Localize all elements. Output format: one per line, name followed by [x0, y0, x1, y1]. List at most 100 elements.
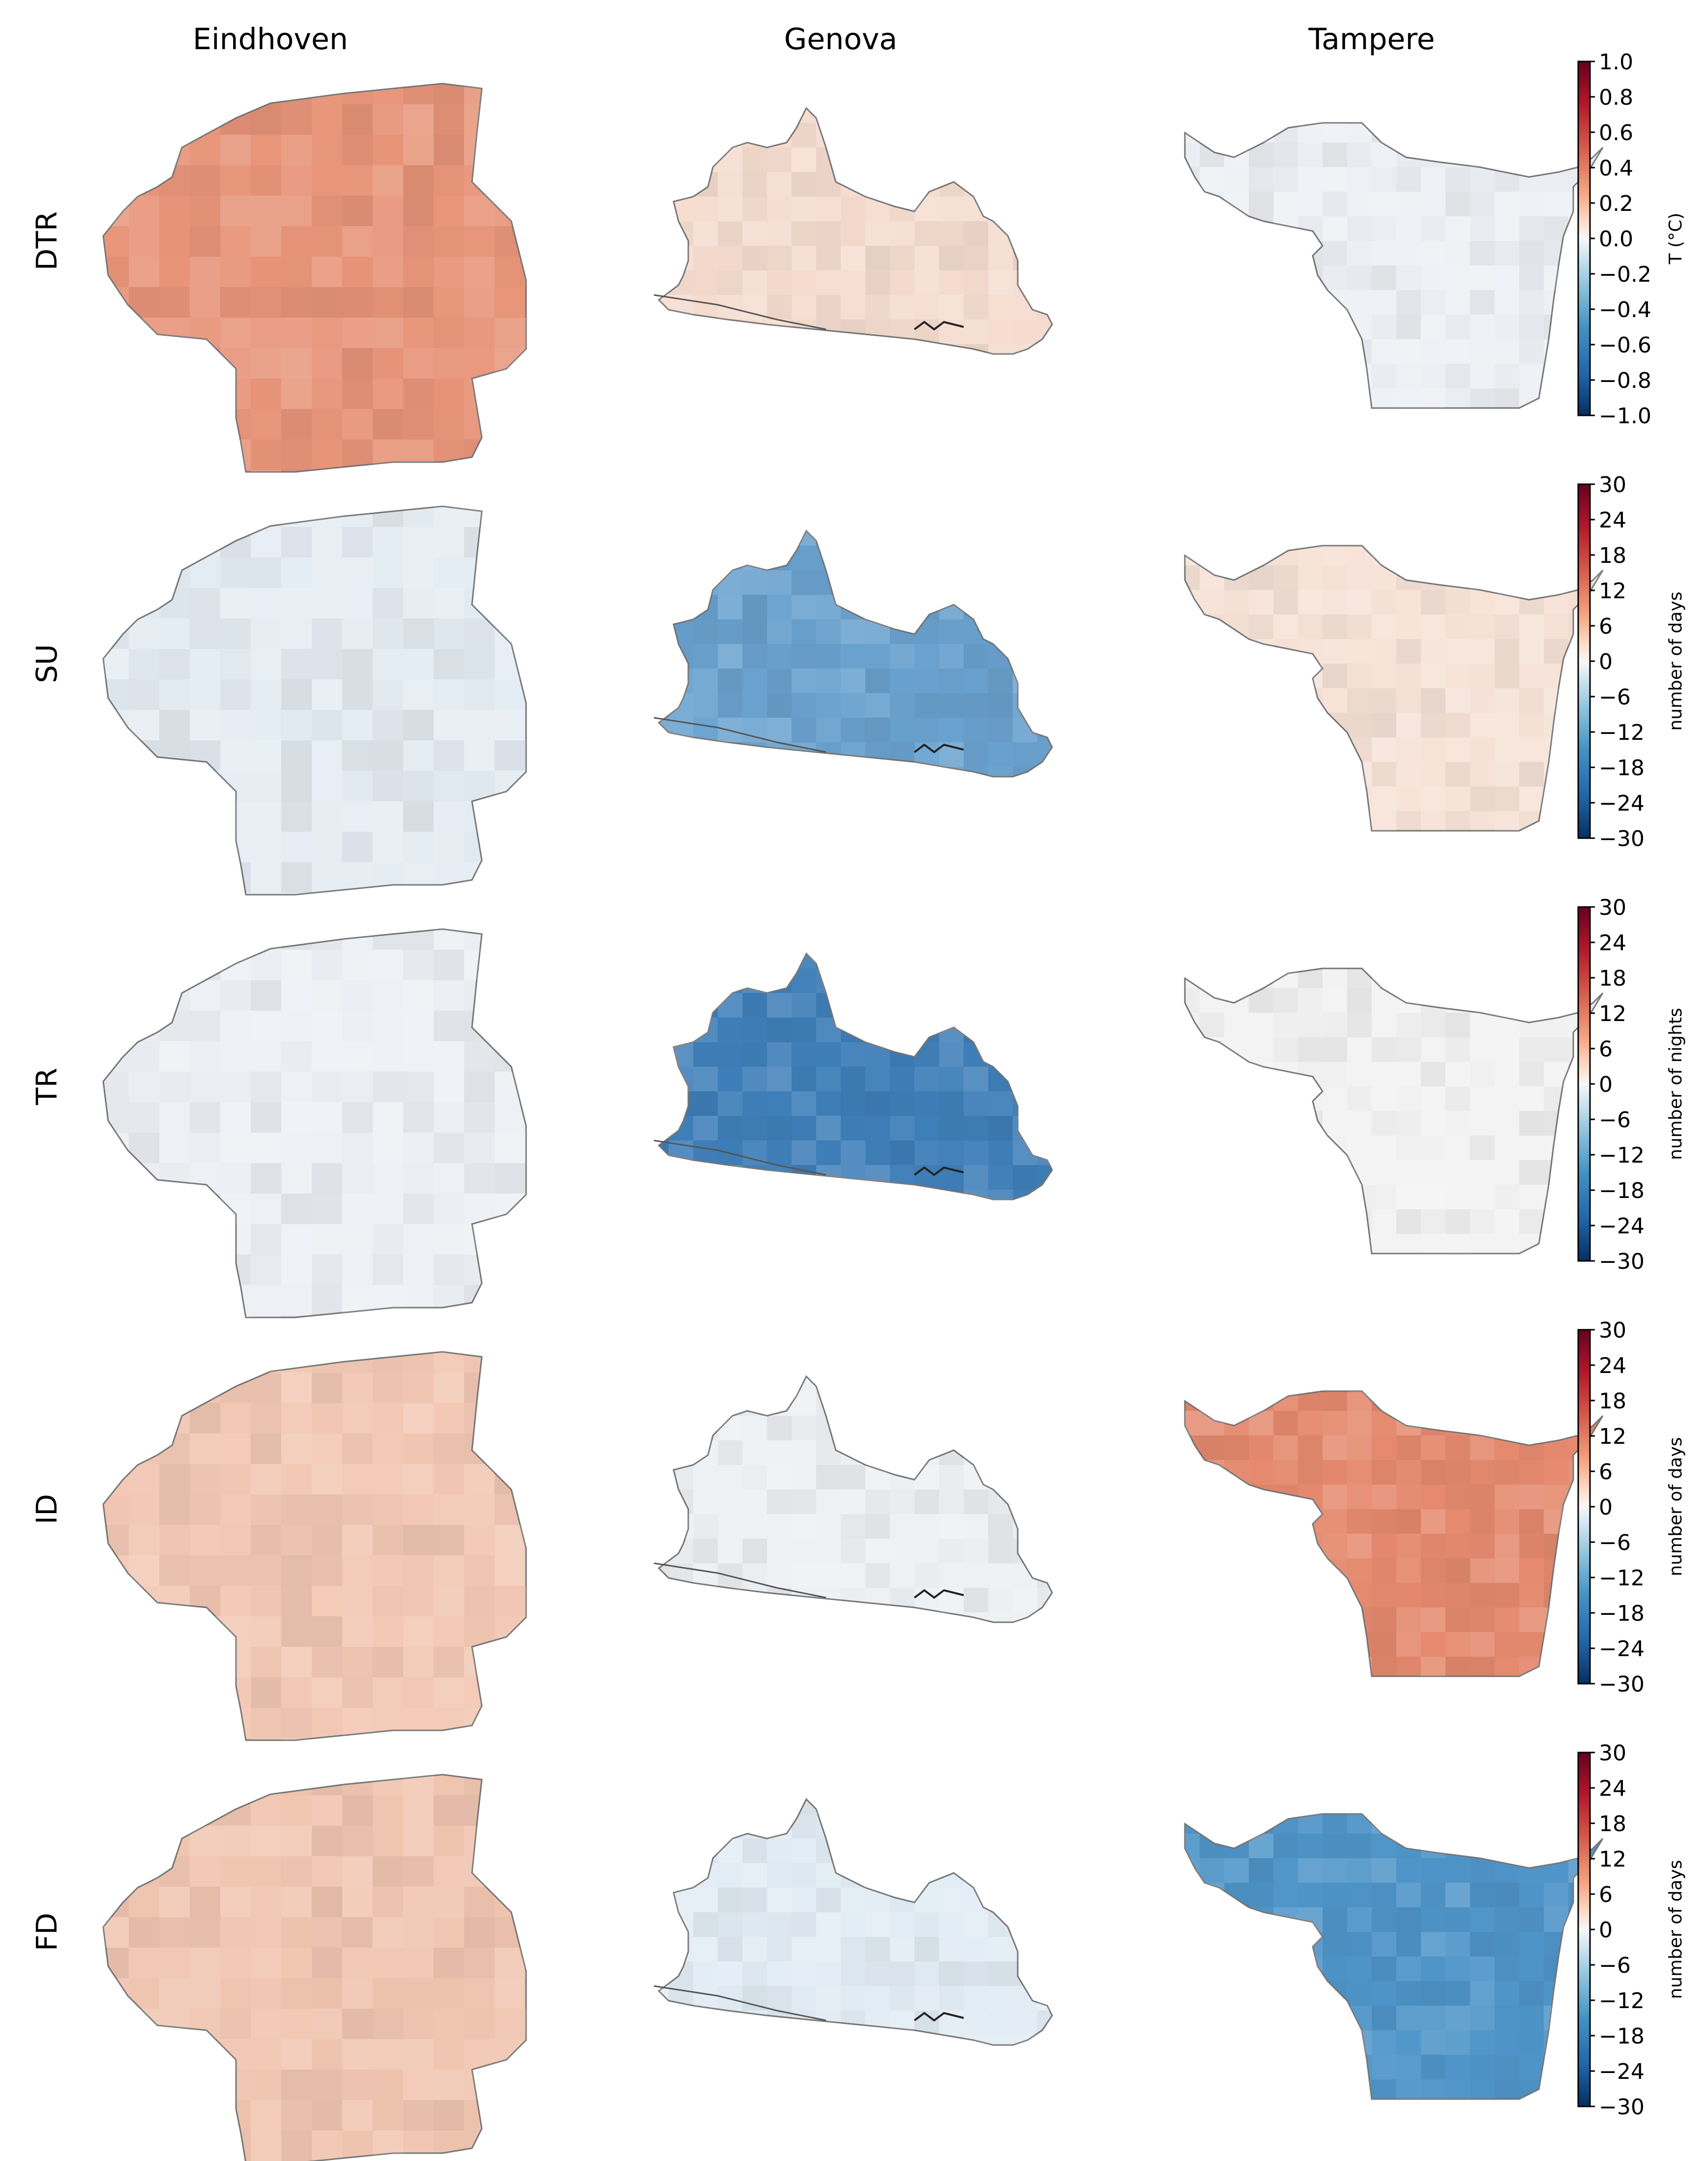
grid-cell: [1519, 1858, 1544, 1883]
grid-cell: [792, 2035, 816, 2060]
grid-cell: [890, 2158, 914, 2161]
grid-cell: [914, 1986, 939, 2011]
grid-cell: [816, 1416, 841, 1440]
grid-cell: [1421, 885, 1445, 909]
grid-cell: [841, 914, 865, 939]
grid-cell: [1470, 1755, 1495, 1780]
grid-cell: [1470, 1706, 1495, 1730]
grid-cell: [1273, 462, 1298, 487]
grid-cell: [281, 2100, 312, 2131]
grid-cell: [464, 84, 495, 104]
grid-cell: [988, 841, 1013, 865]
grid-cell: [1396, 1706, 1421, 1730]
grid-cell: [693, 767, 718, 777]
grid-cell: [890, 1190, 914, 1199]
grid-cell: [964, 1937, 988, 1961]
grid-cell: [1347, 909, 1372, 934]
grid-cell: [1396, 1037, 1421, 1062]
grid-cell: [841, 1440, 865, 1465]
grid-cell: [1200, 664, 1224, 688]
grid-cell: [1445, 1780, 1470, 1804]
grid-cell: [1519, 1706, 1544, 1730]
grid-cell: [1249, 1185, 1273, 1209]
grid-cell: [1347, 1086, 1372, 1111]
grid-cell: [988, 546, 1013, 570]
grid-cell: [464, 257, 495, 287]
grid-cell: [1298, 1160, 1323, 1185]
grid-cell: [914, 246, 939, 270]
grid-cell: [792, 1760, 816, 1784]
grid-cell: [669, 442, 693, 467]
grid-cell: [1445, 934, 1470, 959]
grid-cell: [98, 1072, 129, 1102]
grid-cell: [1445, 388, 1470, 413]
grid-cell: [1495, 885, 1519, 909]
grid-cell: [251, 1708, 281, 1738]
grid-cell: [914, 1912, 939, 1937]
grid-cell: [914, 865, 939, 890]
grid-cell: [1273, 388, 1298, 413]
grid-cell: [890, 344, 914, 369]
grid-cell: [865, 1116, 890, 1140]
grid-cell: [1224, 1357, 1249, 1381]
grid-cell: [1323, 1558, 1347, 1583]
grid-cell: [1470, 1386, 1495, 1411]
grid-cell: [373, 165, 403, 196]
grid-cell: [1224, 1136, 1249, 1160]
grid-cell: [190, 740, 220, 771]
grid-cell: [312, 165, 342, 196]
grid-cell: [988, 1760, 1013, 1784]
grid-cell: [1347, 1814, 1372, 1834]
grid-cell: [619, 147, 644, 172]
grid-cell: [1495, 93, 1519, 118]
grid-cell: [792, 1440, 816, 1465]
grid-cell: [1298, 1460, 1323, 1485]
grid-cell: [403, 740, 434, 771]
grid-cell: [865, 841, 890, 865]
grid-cell: [1544, 1755, 1568, 1780]
grid-cell: [129, 1433, 159, 1464]
grid-cell: [1519, 614, 1544, 639]
grid-cell: [619, 1140, 644, 1165]
grid-cell: [1544, 1834, 1568, 1858]
grid-cell: [669, 1067, 693, 1091]
grid-cell: [865, 669, 890, 693]
grid-cell: [742, 1937, 767, 1961]
grid-cell: [1323, 1283, 1347, 1308]
grid-cell: [1495, 762, 1519, 787]
grid-cell: [988, 1735, 1013, 1760]
grid-cell: [1013, 1563, 1037, 1588]
grid-cell: [865, 1711, 890, 1735]
grid-cell: [1037, 1760, 1062, 1784]
grid-cell: [1249, 1858, 1273, 1883]
grid-cell: [434, 318, 464, 348]
grid-cell: [373, 1102, 403, 1133]
grid-cell: [1470, 811, 1495, 836]
grid-cell: [939, 123, 964, 147]
grid-cell: [988, 1440, 1013, 1465]
grid-cell: [669, 1214, 693, 1239]
grid-cell: [342, 1194, 373, 1224]
grid-cell: [1224, 143, 1249, 167]
grid-cell: [103, 801, 129, 832]
grid-cell: [644, 1313, 669, 1337]
grid-cell: [1347, 1485, 1372, 1509]
map-su-genova: [653, 530, 1053, 939]
grid-cell: [1323, 1706, 1347, 1730]
grid-cell: [281, 1464, 312, 1494]
grid-cell: [1470, 1160, 1495, 1185]
grid-cell: [1396, 511, 1421, 536]
grid-cell: [865, 369, 890, 393]
grid-cell: [718, 442, 742, 467]
grid-cell: [1519, 1607, 1544, 1632]
grid-cell: [1273, 1657, 1298, 1681]
grid-cell: [1544, 787, 1568, 811]
grid-cell: [1323, 811, 1347, 836]
grid-cell: [1273, 860, 1298, 885]
grid-cell: [988, 1711, 1013, 1735]
grid-cell: [1273, 1755, 1298, 1780]
grid-cell: [1470, 1883, 1495, 1907]
grid-cell: [281, 862, 312, 893]
grid-cell: [1224, 787, 1249, 811]
